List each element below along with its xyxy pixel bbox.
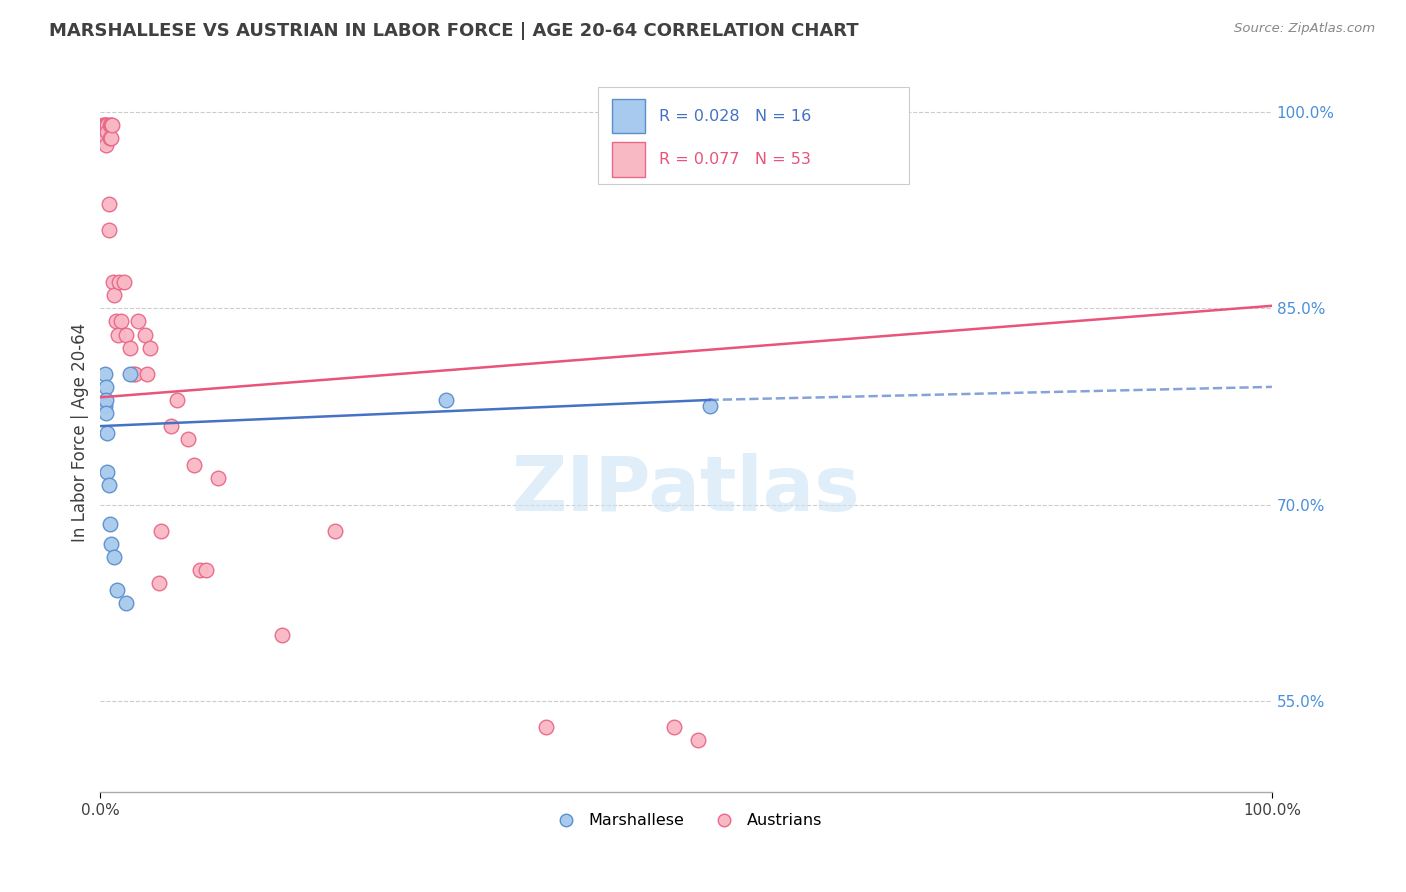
Point <box>699 400 721 414</box>
Point <box>122 367 145 381</box>
Text: ZIPatlas: ZIPatlas <box>512 453 860 527</box>
Point <box>97 196 120 211</box>
Point <box>96 131 118 145</box>
Point <box>159 419 181 434</box>
Text: R = 0.077   N = 53: R = 0.077 N = 53 <box>659 152 811 167</box>
Text: R = 0.028   N = 16: R = 0.028 N = 16 <box>659 109 811 124</box>
Point <box>115 327 138 342</box>
Point <box>94 118 117 132</box>
Point <box>686 733 709 747</box>
Point <box>207 471 229 485</box>
Point <box>112 275 135 289</box>
Point <box>96 118 118 132</box>
Point <box>96 406 118 420</box>
Point <box>91 118 114 132</box>
Point <box>108 275 131 289</box>
Point <box>94 400 117 414</box>
Point <box>664 720 686 734</box>
Point <box>434 392 457 407</box>
Point <box>96 120 118 135</box>
Point <box>183 458 205 473</box>
Point <box>127 314 149 328</box>
Point <box>97 478 120 492</box>
Point <box>96 465 118 479</box>
FancyBboxPatch shape <box>599 87 908 185</box>
Point <box>166 392 188 407</box>
Point <box>103 549 125 564</box>
Point <box>94 134 117 148</box>
Point <box>93 125 115 139</box>
Point <box>177 432 200 446</box>
Point <box>97 223 120 237</box>
Point <box>93 120 115 135</box>
Point <box>91 125 114 139</box>
Point <box>194 563 217 577</box>
Point <box>188 563 211 577</box>
Point <box>107 327 129 342</box>
Point <box>118 341 141 355</box>
Y-axis label: In Labor Force | Age 20-64: In Labor Force | Age 20-64 <box>72 323 89 542</box>
Point <box>104 314 127 328</box>
Point <box>94 128 117 143</box>
Point <box>134 327 156 342</box>
Point <box>150 524 173 538</box>
Point <box>105 582 128 597</box>
Point <box>323 524 346 538</box>
Point <box>534 720 557 734</box>
Text: Source: ZipAtlas.com: Source: ZipAtlas.com <box>1234 22 1375 36</box>
Point <box>103 288 125 302</box>
Point <box>101 118 124 132</box>
Point <box>96 392 118 407</box>
Point <box>98 118 121 132</box>
Point <box>271 628 294 642</box>
Text: MARSHALLESE VS AUSTRIAN IN LABOR FORCE | AGE 20-64 CORRELATION CHART: MARSHALLESE VS AUSTRIAN IN LABOR FORCE |… <box>49 22 859 40</box>
Point <box>96 118 118 132</box>
Point <box>96 425 118 440</box>
Point <box>100 118 122 132</box>
Point <box>100 537 122 551</box>
Point <box>124 367 146 381</box>
Point <box>118 367 141 381</box>
Point <box>98 517 121 532</box>
Point <box>136 367 159 381</box>
Point <box>96 380 118 394</box>
Point <box>148 576 170 591</box>
Point <box>93 118 115 132</box>
Point <box>103 275 125 289</box>
Legend: Marshallese, Austrians: Marshallese, Austrians <box>544 807 828 835</box>
Point <box>115 596 138 610</box>
Point <box>93 131 115 145</box>
Point <box>98 131 121 145</box>
Point <box>110 314 132 328</box>
Point <box>96 125 118 139</box>
Point <box>96 137 118 152</box>
Point <box>100 131 122 145</box>
Point <box>94 125 117 139</box>
Point <box>138 341 160 355</box>
FancyBboxPatch shape <box>613 142 645 177</box>
Point <box>96 125 118 139</box>
Point <box>94 367 117 381</box>
FancyBboxPatch shape <box>613 99 645 134</box>
